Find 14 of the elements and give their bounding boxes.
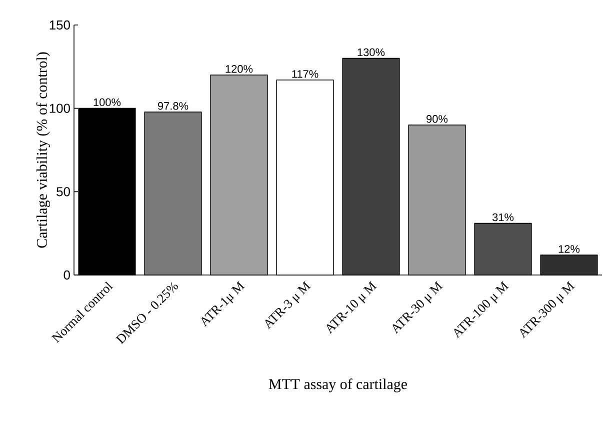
y-tick-label: 100 [50, 104, 70, 113]
data-label: 90% [426, 115, 448, 123]
data-label: 31% [492, 213, 514, 222]
data-label: 100% [94, 98, 121, 106]
data-label: 130% [358, 48, 385, 56]
data-label: 117% [292, 70, 318, 78]
y-tick-label: 50 [56, 187, 70, 196]
x-axis-title: MTT assay of cartilage [268, 378, 407, 392]
y-tick-label: 0 [64, 270, 70, 280]
y-axis-title: Cartilage viability (% of control) [36, 52, 50, 248]
y-tick-label: 150 [50, 20, 70, 30]
data-label: 120% [226, 65, 253, 73]
data-label: 12% [558, 245, 580, 253]
data-label: 97.8% [158, 102, 188, 110]
